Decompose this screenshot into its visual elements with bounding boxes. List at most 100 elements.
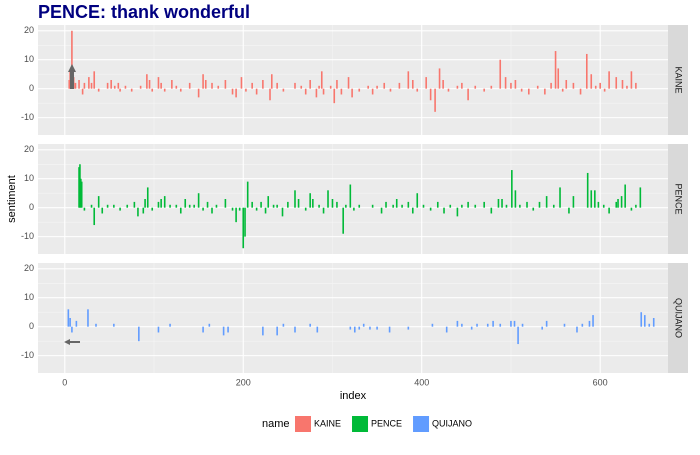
bar — [358, 88, 361, 92]
bar — [281, 207, 284, 217]
bar — [456, 320, 459, 327]
bar — [544, 88, 546, 95]
bar — [126, 204, 129, 208]
panel — [38, 25, 668, 135]
bar — [630, 207, 633, 211]
bar — [550, 82, 552, 89]
bar — [635, 204, 637, 208]
bar — [347, 77, 350, 89]
y-tick-label: 0 — [29, 202, 34, 212]
panel — [38, 144, 668, 254]
bar — [443, 207, 445, 214]
bar — [336, 80, 338, 89]
bar — [429, 207, 432, 211]
bar — [276, 204, 278, 208]
x-tick-label: 600 — [593, 377, 608, 387]
bar — [206, 201, 209, 208]
bar — [624, 184, 626, 208]
bar — [526, 201, 528, 208]
bar — [517, 326, 519, 345]
bar — [175, 85, 178, 89]
legend-label: KAINE — [314, 418, 341, 428]
bar — [505, 204, 508, 208]
bar — [590, 190, 593, 208]
bar — [483, 88, 485, 92]
bar — [175, 204, 178, 208]
bar — [208, 323, 211, 327]
legend-key — [352, 416, 369, 432]
x-axis-title: index — [340, 390, 367, 402]
bar — [467, 201, 469, 208]
bar — [588, 320, 591, 327]
bar — [429, 88, 432, 101]
bar — [358, 204, 361, 208]
bar — [407, 71, 410, 89]
bar — [179, 88, 182, 92]
bar — [581, 323, 584, 327]
bar — [358, 326, 361, 330]
bar — [602, 204, 605, 208]
x-tick-label: 0 — [62, 377, 67, 387]
bar — [461, 204, 463, 208]
bar — [483, 201, 485, 208]
bar — [557, 68, 560, 89]
bar — [95, 323, 97, 327]
bar — [322, 207, 325, 214]
bar — [401, 204, 403, 208]
bar — [445, 326, 448, 333]
bar — [202, 74, 204, 89]
bar — [267, 196, 270, 208]
bar — [157, 326, 160, 333]
bar — [240, 77, 243, 89]
legend-label: PENCE — [371, 418, 402, 428]
bar — [222, 326, 225, 336]
bar — [171, 80, 173, 89]
bar — [620, 196, 623, 208]
bar — [179, 207, 182, 214]
bar — [416, 193, 419, 208]
y-tick-label: 0 — [29, 321, 34, 331]
bar — [193, 204, 195, 208]
bar — [157, 77, 160, 89]
bar — [639, 187, 642, 208]
bar — [626, 85, 628, 89]
bar — [169, 204, 171, 208]
bar — [315, 88, 318, 98]
bar — [597, 201, 600, 208]
bar — [499, 323, 502, 327]
facet-label: KAINE — [674, 66, 684, 93]
bar — [304, 88, 307, 95]
bar — [565, 80, 568, 89]
y-tick-label: 10 — [24, 54, 34, 64]
bar — [151, 88, 154, 92]
bar — [242, 207, 245, 249]
bar — [88, 77, 90, 89]
bar — [119, 207, 121, 211]
bar — [113, 323, 115, 327]
bar — [157, 201, 160, 208]
bar — [388, 326, 391, 333]
bar — [255, 207, 258, 211]
bar — [69, 318, 71, 327]
bar — [425, 77, 427, 89]
bar — [476, 323, 478, 327]
bar — [383, 82, 386, 89]
annotation-arrow — [64, 339, 80, 345]
bar — [470, 326, 473, 330]
bar — [227, 326, 229, 333]
bar — [264, 207, 267, 214]
bar — [630, 71, 633, 89]
bar — [594, 85, 597, 89]
bar — [217, 85, 220, 89]
bar — [138, 326, 140, 342]
bar — [336, 201, 338, 208]
bar — [238, 207, 241, 211]
bar — [521, 323, 524, 327]
bar — [113, 204, 115, 208]
bar — [407, 326, 410, 330]
bar — [385, 201, 387, 208]
bar — [561, 88, 564, 92]
bar — [349, 326, 352, 330]
bar — [579, 88, 582, 95]
bar — [486, 323, 489, 327]
